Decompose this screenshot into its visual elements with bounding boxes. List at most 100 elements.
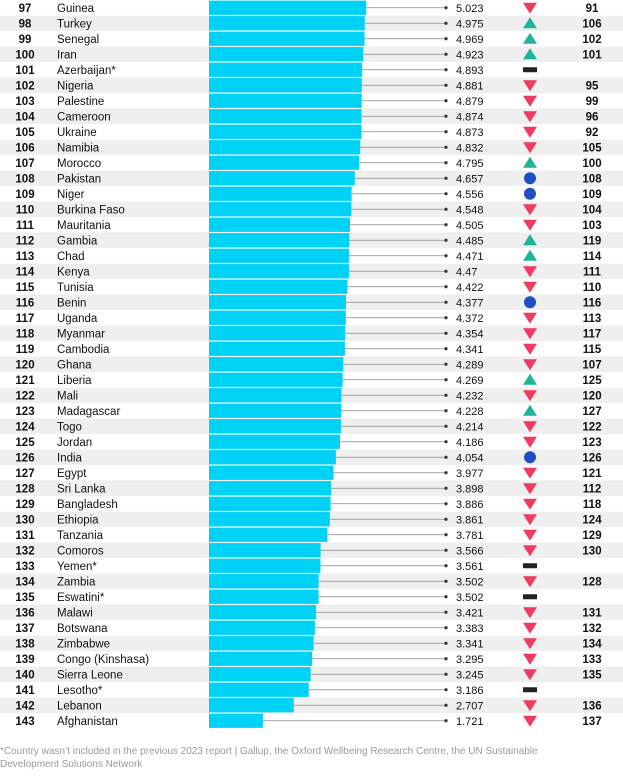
leader-dot bbox=[444, 68, 448, 72]
score-bar bbox=[209, 341, 345, 356]
score-label: 3.898 bbox=[456, 483, 484, 495]
country-label: Bangladesh bbox=[57, 499, 118, 511]
score-bar bbox=[209, 31, 365, 46]
score-label: 4.969 bbox=[456, 34, 484, 46]
rank-down-icon bbox=[523, 312, 537, 324]
rank-label: 140 bbox=[15, 669, 34, 681]
country-label: Sri Lanka bbox=[57, 483, 106, 495]
table-row: 106 Namibia 4.832 105 bbox=[0, 139, 623, 155]
score-bar bbox=[209, 636, 314, 651]
score-label: 4.372 bbox=[456, 313, 484, 325]
rank-up-icon bbox=[523, 373, 537, 385]
leader-dot bbox=[444, 564, 448, 568]
score-label: 3.781 bbox=[456, 530, 484, 542]
table-row: 102 Nigeria 4.881 95 bbox=[0, 77, 623, 93]
score-label: 4.556 bbox=[456, 189, 484, 201]
rank-label: 136 bbox=[15, 607, 34, 619]
rank-label: 100 bbox=[15, 49, 34, 61]
score-bar bbox=[209, 124, 362, 139]
score-bar bbox=[209, 574, 319, 589]
score-label: 5.023 bbox=[456, 3, 484, 15]
score-label: 4.471 bbox=[456, 251, 484, 263]
rank-down-icon bbox=[523, 576, 537, 588]
leader-dot bbox=[444, 99, 448, 103]
country-label: Liberia bbox=[57, 375, 92, 387]
previous-rank-label: 130 bbox=[582, 545, 601, 557]
score-label: 4.881 bbox=[456, 80, 484, 92]
rank-label: 104 bbox=[15, 111, 35, 123]
score-bar bbox=[209, 171, 355, 186]
score-label: 4.873 bbox=[456, 127, 484, 139]
leader-dot bbox=[444, 161, 448, 165]
table-row: 131 Tanzania 3.781 129 bbox=[15, 527, 602, 542]
score-label: 4.269 bbox=[456, 375, 484, 387]
score-label: 4.354 bbox=[456, 328, 484, 340]
leader-dot bbox=[444, 688, 448, 692]
leader-dot bbox=[444, 424, 448, 428]
country-label: Myanmar bbox=[57, 328, 105, 340]
leader-dot bbox=[444, 6, 448, 10]
score-bar bbox=[209, 248, 349, 263]
previous-rank-label: 111 bbox=[583, 266, 602, 278]
leader-dot bbox=[444, 657, 448, 661]
country-label: Guinea bbox=[57, 3, 95, 15]
rank-unchanged-icon bbox=[524, 172, 536, 185]
country-label: Uganda bbox=[57, 313, 98, 325]
country-label: Mali bbox=[57, 390, 78, 402]
leader-dot bbox=[444, 192, 448, 196]
table-row: 133 Yemen* 3.561 bbox=[15, 558, 537, 573]
country-label: Pakistan bbox=[57, 173, 101, 185]
score-label: 4.505 bbox=[456, 220, 484, 232]
table-row: 122 Mali 4.232 120 bbox=[0, 387, 623, 403]
previous-rank-label: 120 bbox=[582, 390, 601, 402]
score-bar bbox=[209, 667, 311, 682]
country-label: Iran bbox=[57, 49, 77, 61]
table-row: 128 Sri Lanka 3.898 112 bbox=[0, 480, 623, 496]
score-bar bbox=[209, 140, 361, 155]
leader-dot bbox=[444, 207, 448, 211]
rank-down-icon bbox=[523, 529, 537, 541]
country-label: Ethiopia bbox=[57, 514, 99, 526]
country-label: Namibia bbox=[57, 142, 100, 154]
table-row: 136 Malawi 3.421 131 bbox=[0, 604, 623, 620]
table-row: 135 Eswatini* 3.502 bbox=[15, 589, 537, 604]
rank-label: 119 bbox=[16, 344, 35, 356]
previous-rank-label: 114 bbox=[583, 251, 602, 263]
table-row: 113 Chad 4.471 114 bbox=[16, 248, 602, 263]
score-bar bbox=[209, 217, 351, 232]
previous-rank-label: 112 bbox=[583, 483, 602, 495]
country-label: Madagascar bbox=[57, 406, 120, 418]
leader-dot bbox=[444, 595, 448, 599]
previous-rank-label: 113 bbox=[583, 313, 602, 325]
previous-rank-label: 128 bbox=[582, 576, 602, 588]
previous-rank-label: 110 bbox=[583, 282, 602, 294]
previous-rank-label: 92 bbox=[586, 127, 599, 139]
previous-rank-label: 127 bbox=[582, 406, 601, 418]
table-row: 124 Togo 4.214 122 bbox=[0, 418, 623, 434]
score-label: 4.657 bbox=[456, 173, 484, 185]
leader-dot bbox=[444, 130, 448, 134]
new-entry-icon bbox=[523, 687, 537, 693]
score-bar bbox=[209, 419, 341, 434]
leader-dot bbox=[444, 548, 448, 552]
rank-label: 130 bbox=[15, 514, 34, 526]
leader-dot bbox=[444, 269, 448, 273]
leader-dot bbox=[444, 223, 448, 227]
country-label: Lesotho* bbox=[57, 685, 103, 697]
country-label: Zimbabwe bbox=[57, 638, 110, 650]
previous-rank-label: 135 bbox=[582, 669, 602, 681]
previous-rank-label: 109 bbox=[582, 189, 601, 201]
rank-down-icon bbox=[523, 126, 537, 138]
previous-rank-label: 104 bbox=[582, 204, 602, 216]
country-label: Congo (Kinshasa) bbox=[57, 654, 149, 666]
score-bar bbox=[209, 434, 341, 449]
country-label: Turkey bbox=[57, 18, 92, 30]
score-bar bbox=[209, 264, 349, 279]
leader-dot bbox=[444, 331, 448, 335]
table-row: 116 Benin 4.377 116 bbox=[0, 294, 623, 310]
rank-label: 131 bbox=[15, 530, 35, 542]
previous-rank-label: 117 bbox=[583, 328, 602, 340]
previous-rank-label: 129 bbox=[582, 530, 601, 542]
score-bar bbox=[209, 651, 313, 666]
score-label: 3.977 bbox=[456, 468, 484, 480]
